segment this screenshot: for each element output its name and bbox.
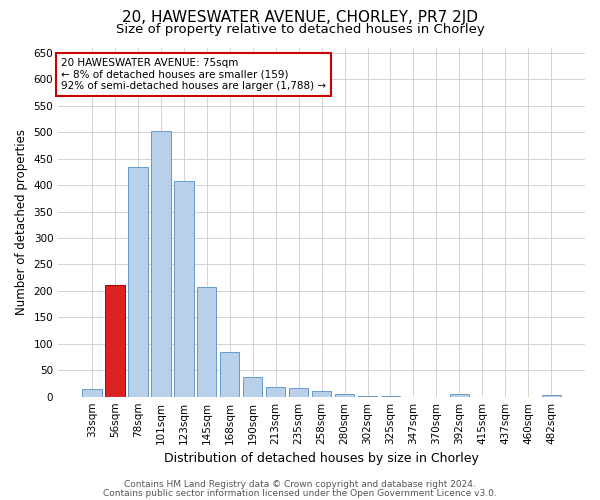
Bar xyxy=(289,388,308,396)
Bar xyxy=(266,387,286,396)
Text: Contains public sector information licensed under the Open Government Licence v3: Contains public sector information licen… xyxy=(103,488,497,498)
Bar xyxy=(243,376,262,396)
Bar xyxy=(174,181,194,396)
Bar xyxy=(128,166,148,396)
Bar xyxy=(151,130,170,396)
Bar xyxy=(542,394,561,396)
Bar xyxy=(105,284,125,397)
Bar xyxy=(312,391,331,396)
Bar xyxy=(335,394,355,396)
Text: 20 HAWESWATER AVENUE: 75sqm
← 8% of detached houses are smaller (159)
92% of sem: 20 HAWESWATER AVENUE: 75sqm ← 8% of deta… xyxy=(61,58,326,91)
Text: 20, HAWESWATER AVENUE, CHORLEY, PR7 2JD: 20, HAWESWATER AVENUE, CHORLEY, PR7 2JD xyxy=(122,10,478,25)
Bar xyxy=(449,394,469,396)
Text: Size of property relative to detached houses in Chorley: Size of property relative to detached ho… xyxy=(116,22,484,36)
Bar xyxy=(220,352,239,397)
Bar xyxy=(82,388,101,396)
Bar xyxy=(197,286,217,397)
X-axis label: Distribution of detached houses by size in Chorley: Distribution of detached houses by size … xyxy=(164,452,479,465)
Text: Contains HM Land Registry data © Crown copyright and database right 2024.: Contains HM Land Registry data © Crown c… xyxy=(124,480,476,489)
Y-axis label: Number of detached properties: Number of detached properties xyxy=(15,129,28,315)
